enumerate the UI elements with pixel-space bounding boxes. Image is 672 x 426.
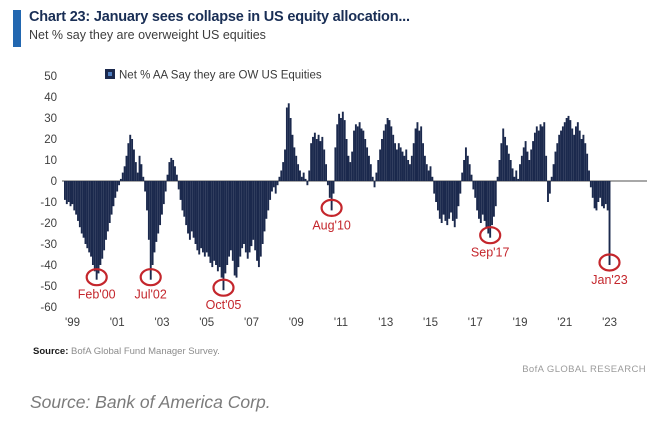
svg-text:40: 40 <box>44 92 57 104</box>
annotation-label: Jan'23 <box>591 273 627 287</box>
bar-series <box>64 103 611 291</box>
annotation-jul02: Jul'02 <box>135 268 167 302</box>
annotation-circle-icon <box>85 268 108 287</box>
annotation-label: Feb'00 <box>78 288 116 302</box>
svg-text:'15: '15 <box>423 317 438 329</box>
annotation-circle-icon <box>479 226 502 245</box>
annotation-label: Jul'02 <box>135 288 167 302</box>
svg-text:'03: '03 <box>155 317 170 329</box>
svg-text:-40: -40 <box>40 260 57 272</box>
svg-text:-20: -20 <box>40 218 57 230</box>
annotation-sep17: Sep'17 <box>471 226 510 260</box>
title-accent-bar <box>13 10 21 47</box>
svg-text:-60: -60 <box>40 302 57 314</box>
svg-text:50: 50 <box>44 71 57 83</box>
annotation-circle-icon <box>139 268 162 287</box>
allocation-bar-chart: 50 40 30 20 10 0 -10 -20 -30 -40 -50 -60 '99 '01 '03 '0… <box>40 69 647 329</box>
annotation-feb00: Feb'00 <box>78 268 116 302</box>
svg-text:'05: '05 <box>199 317 214 329</box>
x-axis-labels: '99 '01 '03 '05 '07 '09 '11 '13 '15 '17 '19 '21 '23 <box>65 317 617 329</box>
research-credit: BofA GLOBAL RESEARCH <box>522 364 646 375</box>
source-line: Source: BofA Global Fund Manager Survey. <box>33 346 220 357</box>
annotation-circle-icon <box>320 198 343 217</box>
svg-text:0: 0 <box>51 176 57 188</box>
svg-text:'07: '07 <box>244 317 259 329</box>
svg-text:-50: -50 <box>40 281 57 293</box>
svg-text:-10: -10 <box>40 197 57 209</box>
svg-text:'09: '09 <box>289 317 304 329</box>
annotation-aug10: Aug'10 <box>312 198 351 232</box>
annotation-oct05: Oct'05 <box>206 278 242 312</box>
svg-text:30: 30 <box>44 113 57 125</box>
svg-text:'23: '23 <box>602 317 617 329</box>
annotation-label: Sep'17 <box>471 246 510 260</box>
y-axis-labels: 50 40 30 20 10 0 -10 -20 -30 -40 -50 -60 <box>40 71 57 314</box>
annotation-label: Aug'10 <box>312 218 351 232</box>
source-label: Source: <box>33 346 69 357</box>
legend-label: Net % AA Say they are OW US Equities <box>119 70 322 82</box>
page-caption: Source: Bank of America Corp. <box>30 392 271 412</box>
chart-title: Chart 23: January sees collapse in US eq… <box>29 9 410 25</box>
annotation-label: Oct'05 <box>206 298 242 312</box>
svg-text:'99: '99 <box>65 317 80 329</box>
chart-legend: Net % AA Say they are OW US Equities <box>105 69 322 82</box>
svg-text:'17: '17 <box>468 317 483 329</box>
svg-text:'01: '01 <box>110 317 125 329</box>
svg-text:'11: '11 <box>334 317 348 329</box>
annotation-circle-icon <box>598 253 621 272</box>
chart-subtitle: Net % say they are overweight US equitie… <box>29 28 266 42</box>
annotation-circle-icon <box>212 278 235 297</box>
svg-text:'19: '19 <box>513 317 528 329</box>
svg-text:20: 20 <box>44 134 57 146</box>
svg-text:-30: -30 <box>40 239 57 251</box>
annotation-jan23: Jan'23 <box>591 253 628 287</box>
svg-text:10: 10 <box>44 155 57 167</box>
svg-text:'21: '21 <box>557 317 572 329</box>
source-text: BofA Global Fund Manager Survey. <box>71 346 220 357</box>
svg-text:'13: '13 <box>378 317 393 329</box>
